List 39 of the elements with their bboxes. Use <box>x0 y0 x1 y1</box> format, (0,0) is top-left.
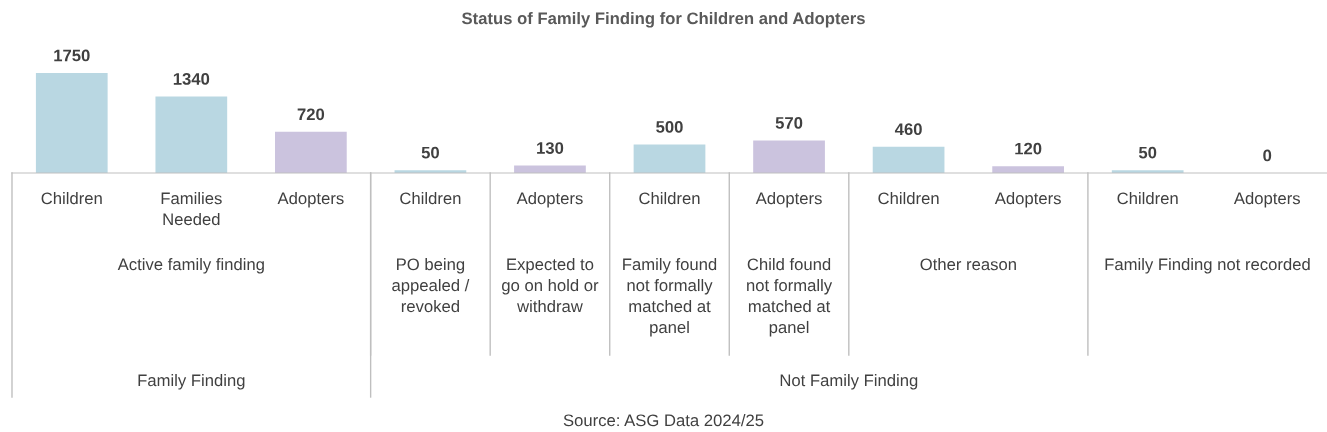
text: Child found not formally matched at panel <box>747 258 833 337</box>
x-tick-label: Children <box>400 192 461 205</box>
data-label: 1340 <box>173 73 210 85</box>
data-label: 50 <box>1138 146 1157 159</box>
data-label: 130 <box>537 142 564 154</box>
data-label: 1750 <box>54 49 90 62</box>
bar <box>872 146 945 173</box>
data-label: 50 <box>421 146 439 159</box>
text: PO being appealed / revoked <box>392 258 470 313</box>
x-tick-label: Adopters <box>277 192 344 208</box>
data-label: 460 <box>894 123 922 136</box>
bar <box>275 131 347 173</box>
text: Active family finding <box>117 258 264 274</box>
text: Family Finding not recorded <box>1105 258 1310 274</box>
text: Other reason <box>920 258 1016 271</box>
data-label: 120 <box>1015 142 1042 155</box>
x-tick-label: Adopters <box>1233 192 1300 208</box>
data-label: 720 <box>297 108 325 121</box>
x-tick-label: Families Needed <box>161 192 222 226</box>
x-tick-label: Children <box>639 192 700 205</box>
bar <box>633 144 706 173</box>
text: Expected to go on hold or withdraw <box>502 258 599 313</box>
text: Not Family Finding <box>780 374 918 390</box>
x-tick-label: Adopters <box>755 192 822 208</box>
x-tick-label: Children <box>41 192 102 205</box>
data-label: 500 <box>656 121 683 133</box>
text: Family found not formally matched at panel <box>623 258 717 337</box>
x-tick-label: Children <box>878 192 939 205</box>
bar <box>155 96 228 173</box>
source-note: Source: ASG Data 2024/25 <box>563 414 764 427</box>
x-tick-label: Adopters <box>516 192 583 208</box>
bar <box>35 73 108 173</box>
data-label: 0 <box>1263 149 1272 162</box>
chart-title: Status of Family Finding for Children and Adopters <box>461 12 865 28</box>
x-tick-label: Adopters <box>994 192 1061 208</box>
x-tick-label: Children <box>1117 192 1178 205</box>
data-label: 570 <box>775 117 803 129</box>
text: Family Finding <box>138 374 245 390</box>
bar <box>753 140 825 173</box>
